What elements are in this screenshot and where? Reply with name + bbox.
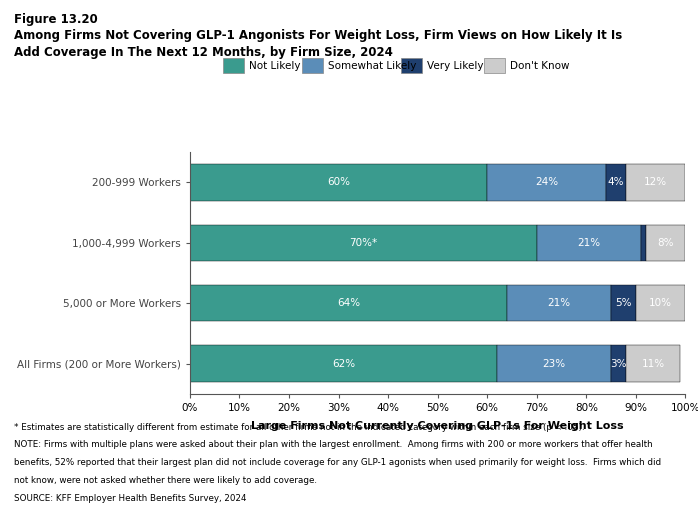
Bar	[636, 285, 685, 321]
Text: Somewhat Likely: Somewhat Likely	[328, 60, 417, 71]
Text: 10%: 10%	[649, 298, 672, 308]
Bar	[190, 285, 507, 321]
Text: 11%: 11%	[641, 359, 664, 369]
Text: 12%: 12%	[644, 177, 667, 187]
Text: 24%: 24%	[535, 177, 558, 187]
Text: Don't Know: Don't Know	[510, 60, 570, 71]
Bar	[190, 345, 497, 382]
Text: 21%: 21%	[577, 238, 600, 248]
Text: Not Likely: Not Likely	[249, 60, 301, 71]
Bar	[641, 225, 646, 261]
Bar	[626, 345, 681, 382]
Text: Among Firms Not Covering GLP-1 Angonists For Weight Loss, Firm Views on How Like: Among Firms Not Covering GLP-1 Angonists…	[14, 29, 622, 42]
Text: 64%: 64%	[337, 298, 360, 308]
Text: Add Coverage In The Next 12 Months, by Firm Size, 2024: Add Coverage In The Next 12 Months, by F…	[14, 46, 393, 59]
Bar	[497, 345, 611, 382]
Bar	[606, 164, 626, 201]
Bar	[190, 164, 487, 201]
Text: 70%*: 70%*	[349, 238, 378, 248]
Text: benefits, 52% reported that their largest plan did not include coverage for any : benefits, 52% reported that their larges…	[14, 458, 661, 467]
Text: 5%: 5%	[615, 298, 632, 308]
Text: Figure 13.20: Figure 13.20	[14, 13, 98, 26]
Bar	[646, 225, 685, 261]
Bar	[487, 164, 606, 201]
Text: 4%: 4%	[608, 177, 624, 187]
Bar	[611, 345, 626, 382]
Text: 60%: 60%	[327, 177, 350, 187]
Text: NOTE: Firms with multiple plans were asked about their plan with the largest enr: NOTE: Firms with multiple plans were ask…	[14, 440, 653, 449]
Text: SOURCE: KFF Employer Health Benefits Survey, 2024: SOURCE: KFF Employer Health Benefits Sur…	[14, 494, 246, 503]
Text: 8%: 8%	[658, 238, 674, 248]
Text: 62%: 62%	[332, 359, 355, 369]
Text: not know, were not asked whether there were likely to add coverage.: not know, were not asked whether there w…	[14, 476, 317, 485]
Text: Very Likely: Very Likely	[427, 60, 484, 71]
Text: 3%: 3%	[610, 359, 627, 369]
Text: 23%: 23%	[542, 359, 565, 369]
Bar	[626, 164, 685, 201]
Text: 21%: 21%	[547, 298, 571, 308]
Bar	[537, 225, 641, 261]
Text: * Estimates are statistically different from estimate for all other firms not in: * Estimates are statistically different …	[14, 423, 585, 432]
Bar	[507, 285, 611, 321]
X-axis label: Large Firms Not Currently Covering GLP-1s For Weight Loss: Large Firms Not Currently Covering GLP-1…	[251, 421, 624, 431]
Bar	[611, 285, 636, 321]
Bar	[190, 225, 537, 261]
